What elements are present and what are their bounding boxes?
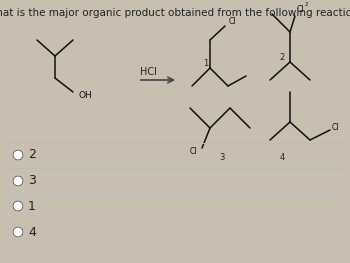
- Text: Cl: Cl: [228, 18, 236, 27]
- Text: HCl: HCl: [140, 67, 156, 77]
- Circle shape: [13, 176, 23, 186]
- Text: Cl: Cl: [331, 123, 339, 132]
- Circle shape: [13, 150, 23, 160]
- Text: 4: 4: [28, 225, 36, 239]
- Text: What is the major organic product obtained from the following reaction?: What is the major organic product obtain…: [0, 8, 350, 18]
- Text: Cl: Cl: [189, 148, 197, 156]
- Circle shape: [13, 201, 23, 211]
- Text: 1: 1: [203, 58, 209, 68]
- Text: OH: OH: [78, 90, 92, 99]
- Text: 2: 2: [279, 53, 285, 62]
- Text: Cl: Cl: [296, 6, 304, 14]
- Circle shape: [13, 227, 23, 237]
- Text: 1: 1: [28, 200, 36, 213]
- Text: 3: 3: [28, 174, 36, 188]
- Text: 2: 2: [28, 149, 36, 161]
- Text: 3: 3: [219, 154, 225, 163]
- Text: 4: 4: [279, 153, 285, 161]
- Text: 2: 2: [304, 3, 308, 8]
